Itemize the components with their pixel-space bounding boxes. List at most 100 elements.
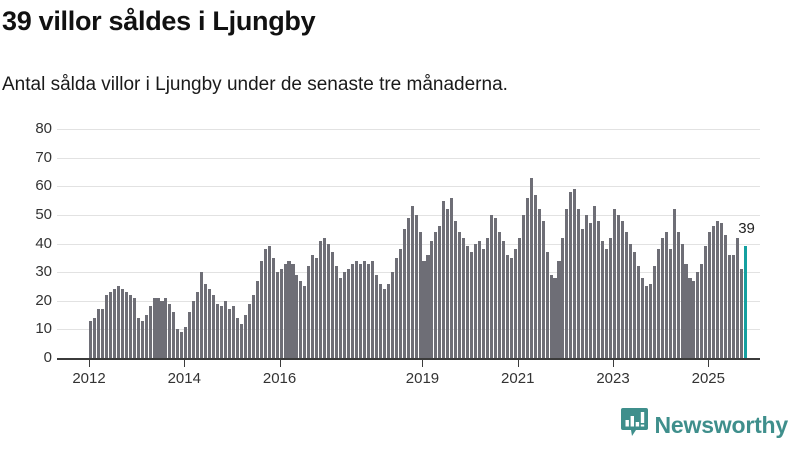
bar: [136, 317, 140, 358]
bar: [652, 266, 656, 358]
bar: [501, 240, 505, 358]
bar: [430, 240, 434, 358]
bar: [235, 317, 239, 358]
bar: [446, 209, 450, 358]
bar: [208, 289, 212, 358]
x-axis-tick-mark: [708, 360, 710, 367]
bar: [732, 254, 736, 358]
bar: [438, 226, 442, 358]
bar: [188, 312, 192, 358]
bar: [339, 277, 343, 358]
bar: [553, 277, 557, 358]
bar: [100, 309, 104, 358]
x-axis-tick-mark: [613, 360, 615, 367]
bar: [152, 297, 156, 358]
bar: [597, 220, 601, 358]
bar: [688, 277, 692, 358]
bar: [279, 269, 283, 358]
bar: [708, 232, 712, 358]
bar: [315, 257, 319, 358]
bar: [573, 189, 577, 358]
bar: [128, 295, 132, 358]
x-axis-tick-label: 2021: [501, 370, 535, 387]
bar: [418, 232, 422, 358]
bar: [200, 272, 204, 358]
page-title: 39 villor såldes i Ljungby: [2, 6, 316, 36]
x-axis-tick-label: 2016: [262, 370, 297, 387]
bar: [311, 254, 315, 358]
bar: [628, 243, 632, 358]
bar: [104, 295, 108, 358]
bar: [716, 220, 720, 358]
bar: [680, 243, 684, 358]
bar: [609, 237, 613, 358]
bar: [581, 229, 585, 358]
bar: [422, 260, 426, 358]
bar: [196, 292, 200, 358]
gridline: [57, 186, 760, 188]
y-axis-tick-label: 20: [35, 291, 52, 309]
bar: [533, 194, 537, 358]
x-axis-tick-label: 2014: [167, 370, 201, 387]
x-axis-tick-mark: [422, 360, 424, 367]
bar: [303, 286, 307, 358]
bar: [624, 232, 628, 358]
bar: [382, 289, 386, 358]
bar: [664, 232, 668, 358]
bar: [724, 234, 728, 358]
bar: [96, 309, 100, 358]
y-axis-tick-label: 60: [35, 177, 52, 195]
page-subtitle: Antal sålda villor i Ljungby under de se…: [2, 74, 508, 95]
gridline: [57, 157, 760, 159]
bar: [668, 249, 672, 358]
bar: [632, 252, 636, 358]
bar: [124, 292, 128, 358]
bar: [370, 260, 374, 358]
bar: [176, 329, 180, 358]
bar: [243, 315, 247, 358]
bar: [529, 177, 533, 358]
logo-text: Newsworthy: [654, 411, 789, 438]
bar: [295, 275, 299, 358]
bar: [223, 300, 228, 358]
highlight-value-label: 39: [738, 220, 755, 238]
bar: [644, 286, 648, 358]
bar: [116, 286, 120, 358]
bar: [616, 214, 621, 358]
bar: [505, 254, 509, 358]
bar: [374, 275, 378, 358]
bar: [378, 283, 382, 358]
bar: [593, 206, 597, 358]
bar: [354, 260, 359, 358]
bar: [172, 312, 176, 358]
bar: [347, 269, 351, 358]
bar: [684, 263, 688, 358]
bar: [676, 232, 680, 358]
bar: [462, 237, 466, 358]
bar: [251, 295, 255, 358]
bar: [212, 295, 216, 358]
bar: [474, 243, 478, 358]
bar: [192, 300, 196, 358]
bar: [287, 260, 291, 358]
x-axis-tick-label: 2023: [596, 370, 630, 387]
bar: [521, 214, 525, 358]
bar: [132, 297, 136, 358]
bar: [620, 220, 625, 358]
bar: [549, 275, 553, 358]
bar: [585, 214, 589, 358]
y-axis-tick-label: 50: [35, 205, 52, 223]
bar: [485, 237, 490, 358]
bar: [267, 246, 271, 358]
bar: [168, 303, 172, 358]
bar: [180, 332, 184, 358]
bar: [736, 237, 740, 358]
bar: [509, 257, 513, 358]
bar: [517, 237, 521, 358]
bar: [648, 283, 652, 358]
bar: [704, 246, 708, 358]
x-axis-tick-mark: [89, 360, 90, 367]
bar: [672, 209, 676, 358]
bar: [307, 266, 311, 358]
bar: [112, 289, 116, 358]
